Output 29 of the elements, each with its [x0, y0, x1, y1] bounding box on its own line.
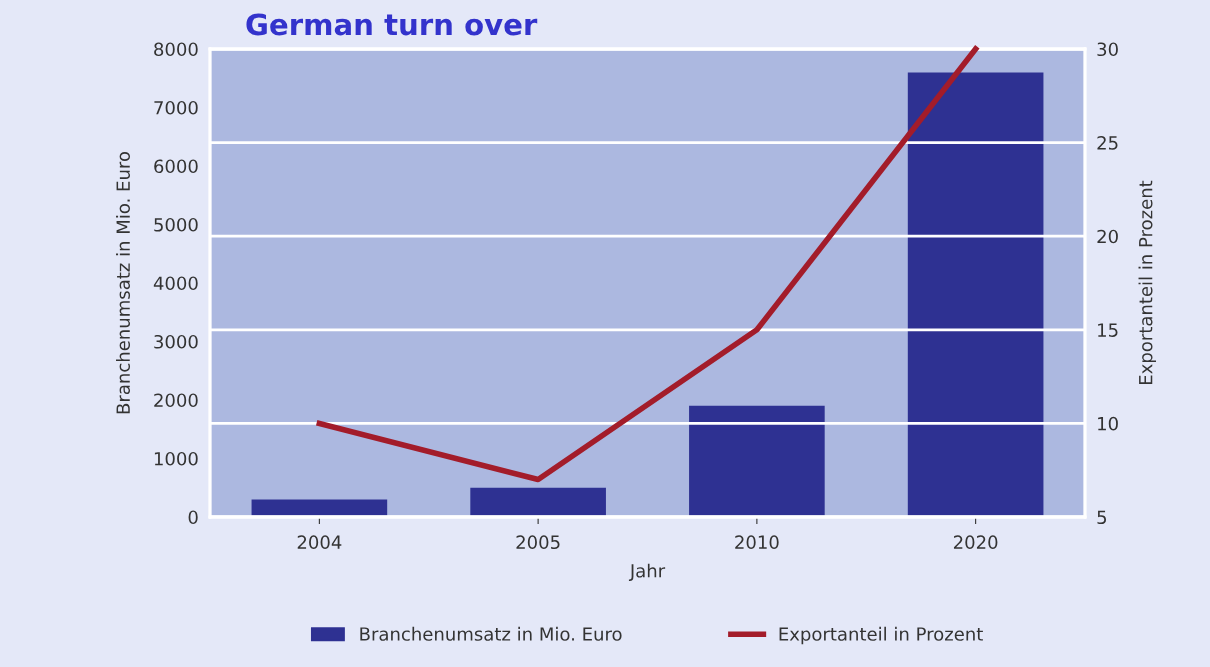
- bar: [907, 72, 1044, 517]
- y2-tick-label: 25: [1097, 136, 1118, 150]
- x-tick-label: 2005: [516, 535, 560, 550]
- legend-label: Exportanteil in Prozent: [779, 626, 983, 645]
- x-tick-label: 2020: [953, 535, 998, 550]
- bar: [470, 487, 606, 517]
- chart-title: German turn over: [246, 13, 538, 36]
- y-tick-label: 0: [188, 510, 198, 525]
- y-tick-label: 4000: [153, 276, 198, 291]
- y2-tick-label: 15: [1098, 323, 1118, 337]
- bar: [251, 499, 388, 517]
- y2-axis-title: Exportanteil in Prozent: [1138, 180, 1157, 384]
- y2-tick-label: 30: [1097, 42, 1118, 57]
- y-tick-label: 3000: [154, 334, 198, 349]
- legend-label: Branchenumsatz in Mio. Euro: [360, 626, 622, 641]
- y-tick-label: 1000: [154, 451, 198, 466]
- x-tick-label: 2010: [735, 535, 779, 550]
- bar: [689, 405, 825, 517]
- y-tick-label: 7000: [154, 100, 198, 115]
- y-tick-label: 5000: [154, 217, 198, 232]
- y-tick-label: 2000: [154, 393, 198, 408]
- x-axis-title: Jahr: [628, 563, 666, 581]
- y-axis-title: Branchenumsatz in Mio. Euro: [116, 152, 130, 414]
- y2-tick-label: 20: [1097, 229, 1118, 244]
- y-tick-label: 8000: [154, 42, 198, 57]
- y-tick-label: 6000: [154, 159, 198, 174]
- x-tick-label: 2004: [297, 535, 342, 550]
- y2-tick-label: 5: [1097, 510, 1107, 525]
- y2-tick-label: 10: [1098, 416, 1118, 431]
